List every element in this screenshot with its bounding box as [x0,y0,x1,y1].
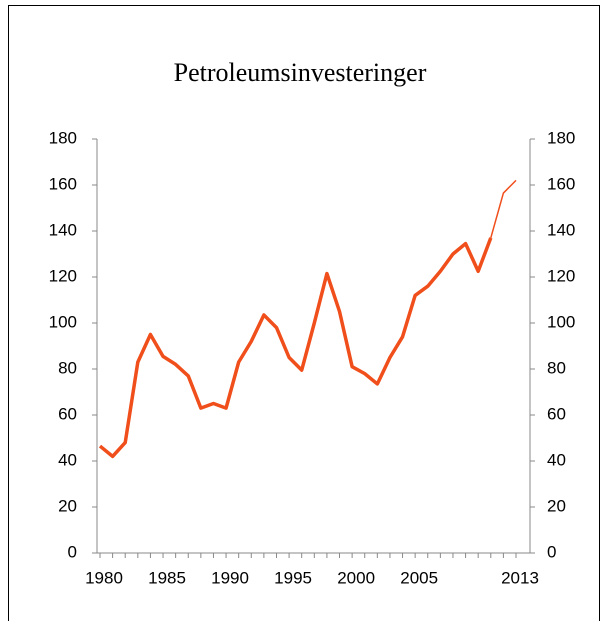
x-tick-label: 1985 [148,568,186,587]
y2-tick-label: 60 [547,404,566,423]
y2-tick-label: 160 [547,174,575,193]
y2-tick-label: 140 [547,220,575,239]
x-tick-label: 1990 [211,568,249,587]
y-tick-label: 60 [58,404,77,423]
x-tick-label: 1995 [274,568,312,587]
y2-tick-label: 0 [547,542,556,561]
line-series [490,179,517,239]
x-tick-label: 2005 [400,568,438,587]
y-tick-label: 120 [49,266,77,285]
x-tick-label: 2013 [501,568,539,587]
y-tick-label: 160 [49,174,77,193]
y-tick-label: 0 [68,542,77,561]
frame [8,5,600,621]
x-tick-label: 2000 [337,568,375,587]
y2-tick-label: 80 [547,358,566,377]
y-tick-label: 100 [49,312,77,331]
y-tick-label: 40 [58,450,77,469]
line-series [98,237,493,459]
y-tick-label: 80 [58,358,77,377]
y-tick-label: 140 [49,220,77,239]
y2-tick-label: 180 [547,128,575,147]
y2-tick-label: 40 [547,450,566,469]
y2-tick-label: 100 [547,312,575,331]
chart-title: Petroleumsinvesteringer [174,58,427,87]
y2-tick-label: 20 [547,496,566,515]
y-tick-label: 20 [58,496,77,515]
y-tick-label: 180 [49,128,77,147]
x-tick-label: 1980 [85,568,123,587]
y2-tick-label: 120 [547,266,575,285]
